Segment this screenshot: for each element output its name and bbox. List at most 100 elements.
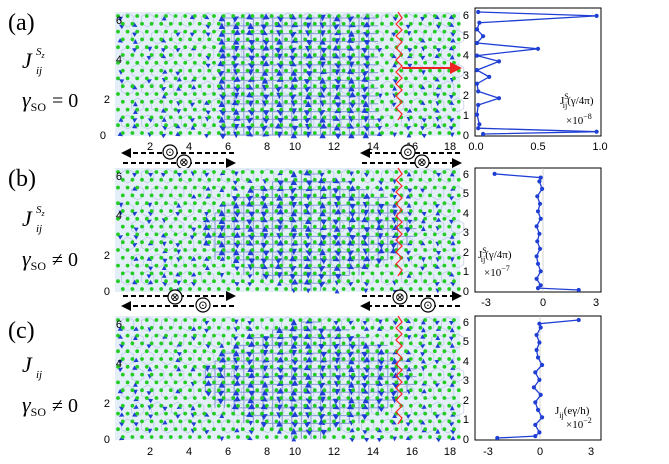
lattice-site — [413, 170, 418, 174]
lattice-site — [370, 209, 375, 213]
lattice-site — [154, 123, 159, 128]
lattice-site — [231, 232, 236, 237]
lattice-site — [236, 68, 240, 73]
lattice-site — [269, 427, 274, 432]
lattice-site — [298, 427, 303, 432]
lattice-site — [317, 76, 322, 81]
current-arrow — [289, 273, 297, 280]
current-arrow — [448, 94, 455, 100]
lattice-site — [423, 29, 428, 34]
hexagon — [131, 333, 145, 349]
lattice-site — [308, 364, 312, 369]
lattice-site — [442, 333, 447, 338]
current-arrow — [406, 211, 413, 217]
lattice-site — [250, 92, 255, 96]
current-arrow — [146, 344, 152, 349]
panel-a-ytick: 6 — [116, 15, 122, 27]
current-arrow — [305, 356, 313, 363]
current-arrow — [218, 38, 225, 45]
lattice-site — [312, 435, 317, 439]
hexagon — [261, 46, 275, 62]
lattice-site — [130, 68, 135, 73]
current-arrow — [347, 411, 355, 418]
current-arrow — [333, 264, 341, 271]
lattice-site — [380, 403, 384, 408]
lattice-site — [351, 357, 356, 361]
lattice-site — [120, 240, 125, 245]
lattice-site — [308, 60, 312, 65]
lattice-site — [375, 364, 380, 369]
lattice-site — [428, 357, 432, 361]
lattice-site — [226, 240, 231, 245]
current-arrow — [233, 202, 240, 209]
current-arrow — [303, 333, 311, 340]
current-arrow — [361, 382, 369, 389]
lattice-site — [116, 216, 120, 221]
profile-point — [535, 407, 541, 412]
lattice-site — [144, 427, 149, 432]
spin-out-icon — [420, 297, 436, 313]
lattice-site — [423, 170, 428, 174]
lattice-site — [207, 435, 212, 439]
lattice-site — [428, 287, 432, 291]
lattice-site — [154, 60, 159, 65]
current-arrow — [162, 69, 168, 74]
hexagon — [181, 236, 195, 252]
lattice-site — [413, 232, 418, 237]
profile-point — [594, 129, 599, 134]
current-arrow — [318, 177, 326, 184]
lattice-site — [308, 216, 312, 221]
current-arrow — [363, 39, 371, 46]
current-arrow — [247, 234, 255, 241]
lattice-site — [452, 263, 456, 268]
current-arrow — [405, 126, 412, 131]
current-arrow — [246, 200, 254, 207]
current-arrow — [448, 100, 455, 106]
lattice-site — [456, 115, 461, 120]
current-arrow — [219, 110, 227, 116]
lattice-site — [452, 45, 456, 50]
lattice-site — [250, 60, 255, 65]
lattice-site — [140, 37, 144, 42]
current-arrow — [290, 373, 297, 380]
lattice-site — [120, 271, 125, 276]
lattice-site — [207, 224, 212, 229]
lattice-site — [432, 216, 437, 221]
current-arrow — [406, 188, 413, 193]
lattice-site — [428, 341, 432, 346]
lattice-site — [183, 60, 188, 65]
lattice-site — [452, 248, 456, 252]
lattice-site — [226, 271, 231, 276]
current-arrow — [420, 352, 426, 357]
lattice-site — [293, 224, 298, 229]
lattice-site — [303, 388, 308, 393]
current-arrow — [233, 342, 240, 349]
lattice-site — [154, 107, 159, 112]
current-arrow — [347, 351, 355, 358]
lattice-site — [216, 209, 221, 213]
lattice-site — [250, 123, 255, 128]
lattice-site — [351, 341, 356, 346]
lattice-site — [144, 201, 149, 206]
lattice-site — [389, 37, 394, 42]
lattice-site — [360, 372, 365, 377]
current-arrow — [117, 359, 124, 365]
lattice-site — [264, 209, 269, 213]
lattice-site — [332, 177, 336, 182]
lattice-site — [370, 435, 375, 439]
lattice-site — [135, 92, 140, 96]
lattice-site — [279, 232, 284, 237]
lattice-site — [274, 403, 279, 408]
current-arrow — [262, 343, 270, 350]
lattice-site — [255, 435, 260, 439]
current-arrow — [190, 326, 197, 332]
current-arrow — [247, 225, 254, 232]
lattice-site — [408, 357, 413, 361]
lattice-site — [437, 131, 442, 135]
current-arrow — [133, 326, 139, 332]
lattice-site — [423, 364, 428, 369]
lattice-site — [130, 240, 135, 245]
lattice-site — [183, 380, 188, 385]
panel-b-yticks: 0 2 4 6 — [104, 171, 122, 298]
spin-out-label: ⊙ — [423, 298, 433, 312]
